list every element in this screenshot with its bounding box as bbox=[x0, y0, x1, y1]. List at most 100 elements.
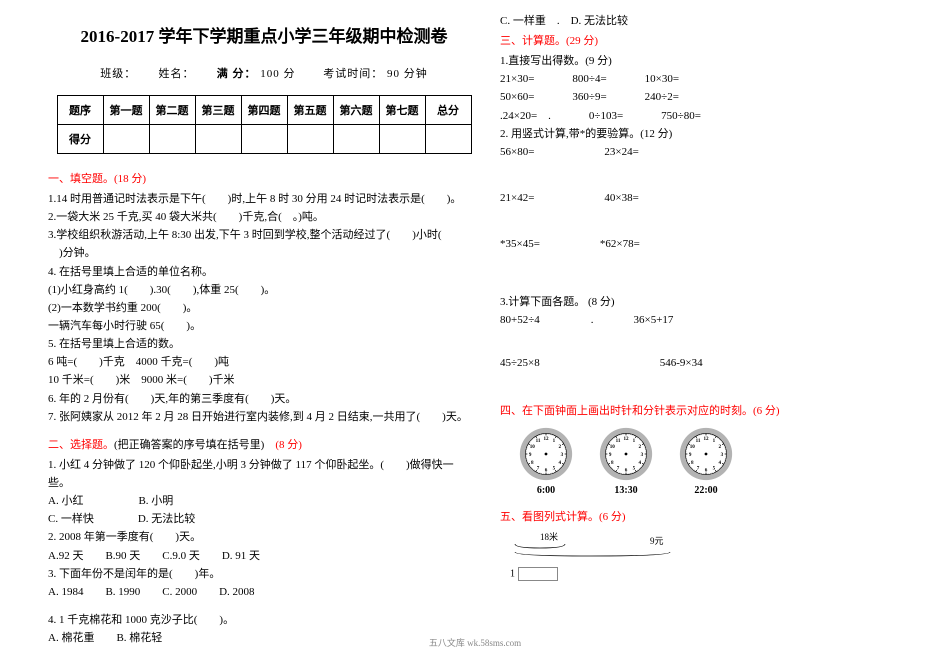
svg-text:4: 4 bbox=[558, 459, 561, 465]
svg-text:7: 7 bbox=[617, 465, 620, 471]
calc-item: .24×20= . bbox=[500, 107, 551, 125]
q-line: 6 吨=( )千克 4000 千克=( )吨 bbox=[48, 353, 480, 371]
calc-row: .24×20= . 0÷103= 750÷80= bbox=[500, 107, 920, 125]
calc-item: 50×60= bbox=[500, 88, 534, 106]
section-5-figure: 18米 9元 1 bbox=[510, 530, 920, 581]
svg-text:3: 3 bbox=[641, 452, 644, 458]
fullmarks-value: 100 分 bbox=[260, 68, 295, 80]
section-title: 四、在下面钟面上画出时针和分针表示对应的时刻。 bbox=[500, 405, 753, 417]
q-line: A. 小红 B. 小明 bbox=[48, 492, 480, 510]
q-line: 7. 张阿姨家从 2012 年 2 月 28 日开始进行室内装修,到 4 月 2… bbox=[48, 408, 480, 426]
calc-item: 45÷25×8 bbox=[500, 354, 540, 372]
th: 题序 bbox=[57, 96, 103, 125]
class-label: 班级： bbox=[100, 68, 131, 80]
fullmarks-label: 满 分： bbox=[217, 68, 257, 80]
th: 第三题 bbox=[195, 96, 241, 125]
svg-text:11: 11 bbox=[696, 438, 701, 444]
section-3-header: 三、计算题。(29 分) bbox=[500, 32, 920, 48]
exam-title: 2016-2017 学年下学期重点小学三年级期中检测卷 bbox=[48, 22, 480, 47]
q-line: (1)小红身高约 1( ).30( ),体重 25( )。 bbox=[48, 281, 480, 299]
calc-item: 56×80= bbox=[500, 143, 534, 161]
meta-line: 班级： 姓名： 满 分： 100 分 考试时间： 90 分钟 bbox=[48, 65, 480, 81]
calc-item: 23×24= bbox=[604, 143, 638, 161]
section-2-header: 二、选择题。(把正确答案的序号填在括号里) (8 分) bbox=[48, 436, 480, 452]
calc-item: 36×5+17 bbox=[634, 311, 674, 329]
svg-text:1: 1 bbox=[633, 438, 636, 444]
calc-item: 0÷103= bbox=[589, 107, 623, 125]
page-footer: 五八文库 wk.58sms.com bbox=[0, 636, 950, 649]
blank-box bbox=[518, 567, 558, 581]
svg-text:9: 9 bbox=[609, 452, 612, 458]
left-column: 2016-2017 学年下学期重点小学三年级期中检测卷 班级： 姓名： 满 分：… bbox=[0, 0, 490, 657]
section-title: 三、计算题。 bbox=[500, 35, 566, 47]
svg-text:2: 2 bbox=[718, 444, 721, 450]
th: 第六题 bbox=[333, 96, 379, 125]
section-points: (29 分) bbox=[566, 35, 598, 47]
table-row: 题序 第一题 第二题 第三题 第四题 第五题 第六题 第七题 总分 bbox=[57, 96, 471, 125]
section-points: (8 分) bbox=[275, 439, 302, 451]
q-line: C. 一样重 . D. 无法比较 bbox=[500, 12, 920, 30]
section-5-header: 五、看图列式计算。(6 分) bbox=[500, 508, 920, 524]
svg-text:9: 9 bbox=[689, 452, 692, 458]
calc-item: *35×45= bbox=[500, 235, 540, 253]
svg-text:2: 2 bbox=[638, 444, 641, 450]
q-line: 一辆汽车每小时行驶 65( )。 bbox=[48, 317, 480, 335]
time-label: 考试时间： bbox=[323, 68, 383, 80]
section-1-header: 一、填空题。(18 分) bbox=[48, 170, 480, 186]
svg-text:11: 11 bbox=[536, 438, 541, 444]
q-line: 3.计算下面各题。 (8 分) bbox=[500, 293, 920, 311]
clocks-row: 123456789101112 6:00 123456789101112 13:… bbox=[518, 426, 920, 496]
clock-time: 13:30 bbox=[598, 485, 654, 496]
svg-text:10: 10 bbox=[610, 444, 616, 450]
calc-item: 21×30= bbox=[500, 70, 534, 88]
q-line: 1.直接写出得数。(9 分) bbox=[500, 52, 920, 70]
calc-item: 80+52÷4 bbox=[500, 311, 540, 329]
svg-text:7: 7 bbox=[537, 465, 540, 471]
th: 第一题 bbox=[103, 96, 149, 125]
svg-text:3: 3 bbox=[561, 452, 564, 458]
section-points: (18 分) bbox=[114, 173, 146, 185]
calc-item: 10×30= bbox=[645, 70, 679, 88]
svg-text:12: 12 bbox=[703, 436, 709, 442]
section-points: (6 分) bbox=[753, 405, 780, 417]
q-line: 1. 小红 4 分钟做了 120 个仰卧起坐,小明 3 分钟做了 117 个仰卧… bbox=[48, 456, 480, 474]
one-label: 1 bbox=[510, 568, 515, 579]
cell bbox=[425, 125, 471, 154]
clock-time: 6:00 bbox=[518, 485, 574, 496]
q-line: (2)一本数学书约重 200( )。 bbox=[48, 299, 480, 317]
svg-text:3: 3 bbox=[721, 452, 724, 458]
q-line: 5. 在括号里填上合适的数。 bbox=[48, 335, 480, 353]
name-label: 姓名： bbox=[159, 68, 190, 80]
q-line: 1.14 时用普通记时法表示是下午( )时,上午 8 时 30 分用 24 时记… bbox=[48, 190, 480, 208]
clock-item: 123456789101112 13:30 bbox=[598, 426, 654, 496]
calc-row: 45÷25×8 546-9×34 bbox=[500, 354, 920, 372]
figure-row: 1 bbox=[510, 567, 920, 581]
svg-text:10: 10 bbox=[530, 444, 536, 450]
q-line: 10 千米=( )米 9000 米=( )千米 bbox=[48, 371, 480, 389]
q-line: )分钟。 bbox=[48, 244, 480, 262]
clock-item: 123456789101112 6:00 bbox=[518, 426, 574, 496]
cell bbox=[195, 125, 241, 154]
svg-text:7: 7 bbox=[697, 465, 700, 471]
calc-item: *62×78= bbox=[600, 235, 640, 253]
q-line: 2. 2008 年第一季度有( )天。 bbox=[48, 528, 480, 546]
clock-icon: 123456789101112 bbox=[518, 426, 574, 482]
clock-icon: 123456789101112 bbox=[598, 426, 654, 482]
svg-text:8: 8 bbox=[691, 459, 694, 465]
right-column: C. 一样重 . D. 无法比较 三、计算题。(29 分) 1.直接写出得数。(… bbox=[490, 0, 950, 657]
clock-icon: 123456789101112 bbox=[678, 426, 734, 482]
time-value: 90 分钟 bbox=[387, 68, 428, 80]
clock-item: 123456789101112 22:00 bbox=[678, 426, 734, 496]
cell bbox=[241, 125, 287, 154]
calc-row: 50×60= 360÷9= 240÷2= bbox=[500, 88, 920, 106]
calc-row: 80+52÷4 . 36×5+17 bbox=[500, 311, 920, 329]
cell bbox=[379, 125, 425, 154]
th: 第七题 bbox=[379, 96, 425, 125]
clock-time: 22:00 bbox=[678, 485, 734, 496]
q-line: 6. 年的 2 月份有( )天,年的第三季度有( )天。 bbox=[48, 390, 480, 408]
cell bbox=[333, 125, 379, 154]
q-line: 2.一袋大米 25 千克,买 40 袋大米共( )千克,合( 。)吨。 bbox=[48, 208, 480, 226]
section-points: (6 分) bbox=[599, 511, 626, 523]
row-label: 得分 bbox=[57, 125, 103, 154]
section-title: 二、选择题。 bbox=[48, 439, 114, 451]
